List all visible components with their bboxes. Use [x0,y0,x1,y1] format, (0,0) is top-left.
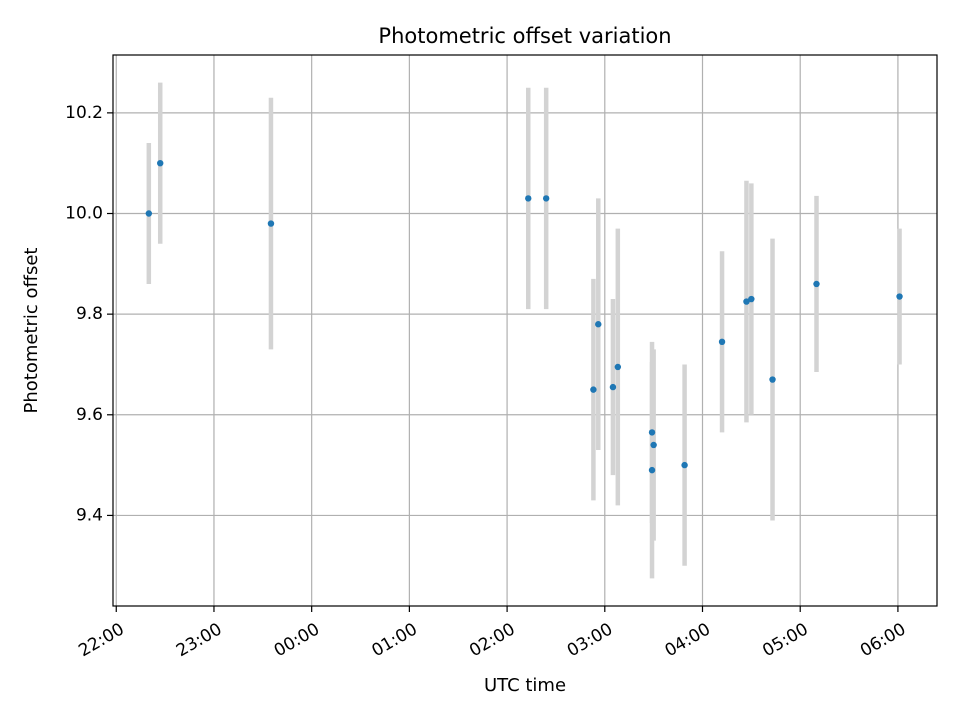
data-point [650,441,657,449]
data-point [590,386,597,393]
data-point [648,466,656,474]
data-point [769,376,776,383]
data-point [681,461,688,469]
data-point [648,429,656,436]
data-point [614,363,622,371]
data-point [743,298,750,305]
y-tick-label: 9.6 [76,405,103,425]
data-point [525,195,532,202]
data-point [267,220,275,227]
y-tick-label: 10.2 [65,103,103,123]
data-point [813,280,820,288]
grid [113,55,937,606]
x-axis-label: UTC time [484,675,566,696]
data-point [542,195,550,202]
data-point [157,159,164,167]
chart-title: Photometric offset variation [378,24,671,48]
data-point [748,295,755,303]
data-points [145,159,903,474]
y-tick-label: 9.8 [76,304,103,324]
data-point [609,383,617,391]
data-point [595,321,602,328]
y-tick-label: 10.0 [65,204,103,224]
y-tick-label: 9.4 [76,505,103,525]
plot-area-frame [112,54,938,607]
data-point [896,293,903,300]
data-point [718,338,726,346]
y-axis-label: Photometric offset [21,248,42,414]
data-point [145,210,153,217]
